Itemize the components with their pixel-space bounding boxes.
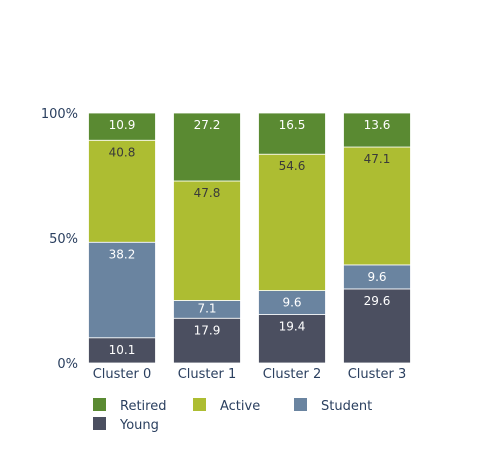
legend-item-student[interactable]: Student [294, 398, 372, 414]
data-label: 10.9 [109, 118, 136, 132]
bar-segment-retired[interactable] [173, 112, 241, 182]
legend-swatch [93, 398, 106, 411]
legend: Retired Active Student Young [93, 398, 372, 433]
data-label: 13.6 [364, 118, 391, 132]
y-tick-label: 50% [49, 232, 78, 247]
data-label: 10.1 [109, 343, 136, 357]
data-label: 9.6 [282, 296, 301, 310]
data-label: 9.6 [367, 270, 386, 284]
legend-label: Retired [120, 399, 166, 414]
legend-item-retired[interactable]: Retired [93, 398, 166, 414]
bar-segment-young[interactable] [88, 337, 156, 364]
y-tick-label: 0% [57, 357, 78, 372]
bars: 10.1 38.2 40.8 10.9 17.9 7.1 47.8 27.2 19.4 9.6 54… [88, 112, 411, 364]
legend-item-active[interactable]: Active [193, 398, 260, 414]
x-tick-label: Cluster 3 [348, 367, 407, 382]
x-tick-label: Cluster 2 [263, 367, 322, 382]
data-label: 27.2 [194, 118, 221, 132]
legend-swatch [294, 398, 307, 411]
data-label: 47.8 [194, 186, 221, 200]
data-label: 38.2 [109, 247, 136, 261]
data-label: 40.8 [109, 145, 136, 159]
bar-segment-young[interactable] [258, 314, 326, 364]
x-tick-label: Cluster 1 [178, 367, 237, 382]
bar-segment-active[interactable] [258, 153, 326, 291]
x-axis: Cluster 0 Cluster 1 Cluster 2 Cluster 3 [93, 367, 407, 382]
data-label: 7.1 [197, 302, 216, 316]
y-axis: 0% 50% 100% [41, 107, 78, 372]
bar-segment-young[interactable] [173, 317, 241, 364]
data-label: 47.1 [364, 152, 391, 166]
data-label: 29.6 [364, 294, 391, 308]
data-label: 16.5 [279, 118, 306, 132]
data-label: 54.6 [279, 159, 306, 173]
bar-segment-retired[interactable] [343, 112, 411, 148]
legend-item-young[interactable]: Young [93, 417, 159, 433]
legend-label: Young [119, 418, 159, 433]
bar-segment-retired[interactable] [258, 112, 326, 155]
x-tick-label: Cluster 0 [93, 367, 152, 382]
data-label: 19.4 [279, 320, 306, 334]
bar-segment-student[interactable] [343, 264, 411, 290]
bar-segment-retired[interactable] [88, 112, 156, 141]
legend-swatch [93, 417, 106, 430]
legend-swatch [193, 398, 206, 411]
legend-label: Student [321, 399, 372, 414]
bar-segment-active[interactable] [173, 180, 241, 301]
bar-segment-student[interactable] [88, 241, 156, 339]
y-tick-label: 100% [41, 107, 78, 122]
bar-segment-young[interactable] [343, 288, 411, 364]
data-label: 17.9 [194, 323, 221, 337]
bar-segment-active[interactable] [343, 146, 411, 266]
legend-label: Active [220, 399, 260, 414]
